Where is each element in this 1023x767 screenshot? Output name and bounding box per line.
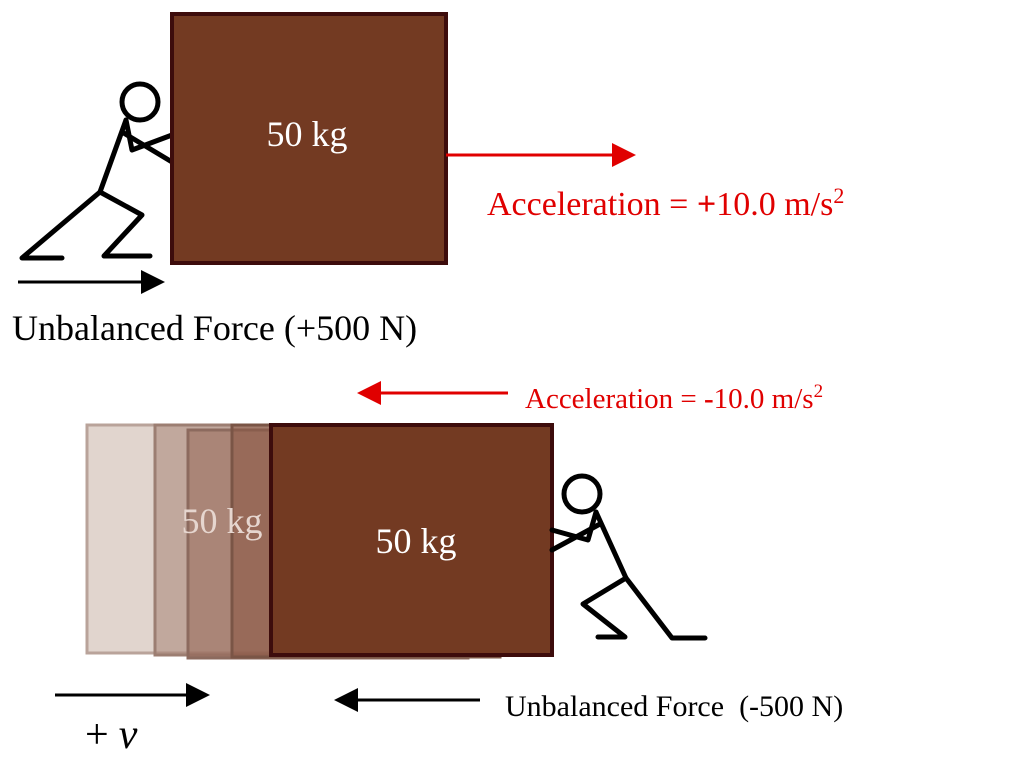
force-label: Unbalanced Force (-500 N) bbox=[505, 690, 843, 723]
box-label: 50 kg bbox=[376, 521, 457, 561]
prefix: Acceleration = bbox=[525, 383, 704, 415]
acceleration-label: Acceleration = +10.0 m/s2 bbox=[487, 183, 844, 223]
sign: + bbox=[85, 712, 109, 758]
symbol: v bbox=[119, 712, 138, 758]
force-label: Unbalanced Force (+500 N) bbox=[12, 308, 417, 348]
sign: + bbox=[697, 186, 716, 223]
stick-figure bbox=[549, 473, 708, 641]
exponent: 2 bbox=[814, 381, 824, 402]
value: 10.0 m/s bbox=[714, 383, 814, 415]
value: 10.0 m/s bbox=[716, 186, 833, 223]
ghost-label: 50 kg bbox=[182, 501, 263, 541]
velocity-label: + v bbox=[85, 712, 138, 758]
box bbox=[170, 12, 448, 265]
box bbox=[269, 423, 554, 657]
exponent: 2 bbox=[833, 183, 844, 208]
prefix: Acceleration = bbox=[487, 186, 697, 223]
sign: - bbox=[704, 383, 714, 415]
stick-figure bbox=[19, 81, 175, 261]
acceleration-label: Acceleration = -10.0 m/s2 bbox=[525, 381, 823, 415]
box-label: 50 kg bbox=[267, 114, 348, 154]
